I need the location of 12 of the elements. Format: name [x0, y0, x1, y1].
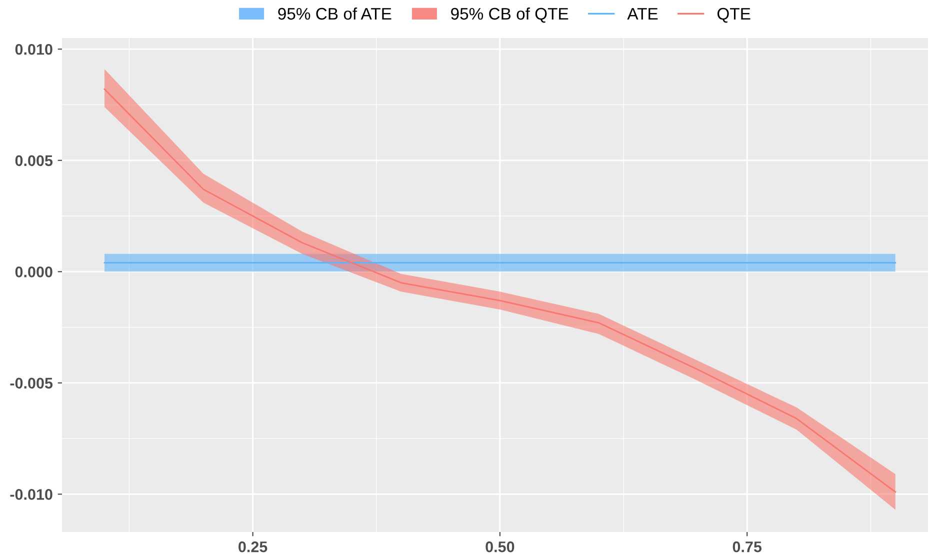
- y-tick-label: 0.005: [15, 155, 53, 166]
- text: 95% CB of QTE: [451, 7, 568, 23]
- y-tick-label: 0.000: [15, 266, 52, 278]
- x-tick-label: 0.75: [732, 541, 762, 552]
- y-tick-label: -0.005: [10, 378, 53, 389]
- legend-label: QTE: [717, 8, 750, 23]
- x-tick-label: 0.50: [486, 541, 514, 552]
- text: 95% CB of ATE: [278, 7, 392, 20]
- y-tick-label: -0.010: [10, 489, 52, 500]
- legend-label: ATE: [627, 8, 658, 20]
- x-tick-label: 0.25: [238, 541, 268, 552]
- y-tick-label: 0.010: [15, 44, 52, 55]
